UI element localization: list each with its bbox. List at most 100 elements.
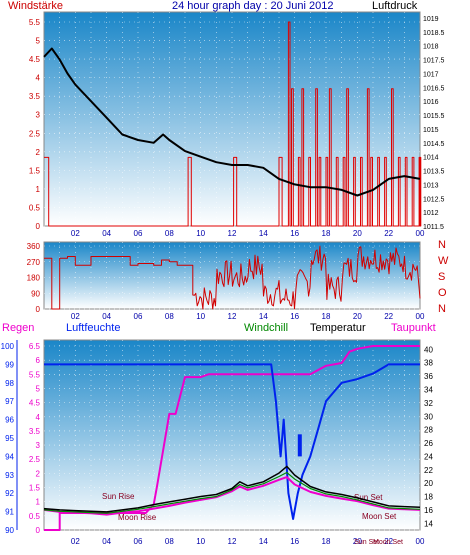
panel3-x-tick: 00 bbox=[416, 537, 425, 546]
panel1-right-tick: 1015 bbox=[423, 127, 439, 134]
panel1-x-tick: 00 bbox=[416, 229, 425, 238]
panel1-x-tick: 06 bbox=[134, 229, 143, 238]
panel3-temp-tick: 36 bbox=[424, 372, 433, 381]
panel3-rain-tick: 1.5 bbox=[29, 484, 41, 493]
panel1-x-tick: 02 bbox=[71, 229, 80, 238]
panel2-left-tick: 360 bbox=[27, 242, 41, 251]
header-title: 24 hour graph day : 20 Juni 2012 bbox=[172, 0, 333, 12]
panel1-left-tick: 2.5 bbox=[29, 129, 41, 138]
header-left-label: Windstärke bbox=[8, 0, 63, 12]
panel2-compass-label: O bbox=[438, 287, 447, 299]
humidity-burst bbox=[297, 434, 302, 457]
panel1-x-tick: 04 bbox=[102, 229, 111, 238]
legend-taupunkt: Taupunkt bbox=[391, 322, 436, 334]
panel3-temp-tick: 16 bbox=[424, 506, 433, 515]
panel1-left-tick: 1.5 bbox=[29, 166, 41, 175]
panel3-moon-set-tick: Moon Set bbox=[373, 539, 403, 546]
annotation-moon-rise: Moon Rise bbox=[118, 513, 157, 522]
annotation-sun-set: Sun Set bbox=[354, 493, 383, 502]
panel2-compass-label: N bbox=[438, 303, 446, 315]
panel2-x-tick: 16 bbox=[290, 312, 299, 321]
panel3-x-tick: 06 bbox=[134, 537, 143, 546]
panel2-left-tick: 90 bbox=[31, 289, 40, 298]
panel2-compass-label: N bbox=[438, 239, 446, 251]
pressure-line bbox=[43, 47, 421, 197]
wind-direction-line bbox=[44, 245, 421, 310]
panel2-left-tick: 270 bbox=[27, 258, 41, 267]
panel1-left-tick: 3 bbox=[36, 111, 41, 120]
panel1-x-tick: 20 bbox=[353, 229, 362, 238]
panel1-x-tick: 18 bbox=[322, 229, 331, 238]
panel3-temp-tick: 32 bbox=[424, 399, 433, 408]
panel2-x-tick: 18 bbox=[322, 312, 331, 321]
panel1-left-tick: 0 bbox=[36, 222, 41, 231]
panel3-temp-tick: 26 bbox=[424, 439, 433, 448]
panel3-rain-tick: 3.5 bbox=[29, 427, 41, 436]
panel1-x-tick: 14 bbox=[259, 229, 268, 238]
panel3-x-tick: 08 bbox=[165, 537, 174, 546]
panel3-rain-tick: 0.5 bbox=[29, 512, 41, 521]
panel1-right-tick: 1014.5 bbox=[423, 141, 445, 148]
panel1-left-tick: 5 bbox=[36, 37, 41, 46]
panel2-x-tick: 12 bbox=[228, 312, 237, 321]
legend-luftfeuchte: Luftfeuchte bbox=[66, 322, 120, 334]
panel1-left-tick: 1 bbox=[36, 185, 41, 194]
panel1-right-tick: 1013.5 bbox=[423, 169, 445, 176]
panel2-x-tick: 02 bbox=[71, 312, 80, 321]
legend-regen: Regen bbox=[2, 322, 34, 334]
header-right-label: Luftdruck bbox=[372, 0, 418, 12]
panel3-x-tick: 22 bbox=[384, 537, 393, 546]
panel2-x-tick: 20 bbox=[353, 312, 362, 321]
panel3-humidity-tick: 90 bbox=[5, 526, 14, 535]
panel1-x-tick: 12 bbox=[228, 229, 237, 238]
panel3-temp-tick: 40 bbox=[424, 345, 433, 354]
panel3-rain-tick: 3 bbox=[36, 441, 41, 450]
panel3-humidity-tick: 99 bbox=[5, 360, 14, 369]
panel1-right-tick: 1016 bbox=[423, 99, 439, 106]
windchill-line bbox=[43, 471, 421, 514]
panel3-x-tick: 14 bbox=[259, 537, 268, 546]
panel3-x-tick: 16 bbox=[290, 537, 299, 546]
panel1-right-tick: 1012.5 bbox=[423, 196, 445, 203]
panel3-temp-tick: 22 bbox=[424, 466, 433, 475]
annotation-sun-rise: Sun Rise bbox=[102, 492, 135, 501]
panel3-rain-tick: 6.5 bbox=[29, 342, 41, 351]
panel1-left-tick: 5.5 bbox=[29, 18, 41, 27]
panel1-right-tick: 1018 bbox=[423, 44, 439, 51]
panel3-x-tick: 20 bbox=[353, 537, 362, 546]
legend-windchill: Windchill bbox=[244, 322, 288, 334]
panel1-right-tick: 1013 bbox=[423, 182, 439, 189]
panel1-right-tick: 1011.5 bbox=[423, 224, 444, 231]
panel3-humidity-tick: 93 bbox=[5, 471, 14, 480]
panel1-left-tick: 0.5 bbox=[29, 203, 41, 212]
panel1-left-tick: 4 bbox=[36, 74, 41, 83]
panel1-left-tick: 3.5 bbox=[29, 92, 41, 101]
panel3-rain-tick: 5.5 bbox=[29, 370, 41, 379]
panel3-humidity-tick: 92 bbox=[5, 489, 14, 498]
panel3-temp-tick: 38 bbox=[424, 359, 433, 368]
panel1-right-tick: 1019 bbox=[423, 16, 439, 23]
panel1-right-tick: 1017.5 bbox=[423, 58, 445, 65]
dewpoint-line bbox=[43, 476, 421, 516]
panel3-temp-tick: 28 bbox=[424, 426, 433, 435]
humidity-line bbox=[44, 363, 420, 520]
panel2-x-tick: 06 bbox=[134, 312, 143, 321]
panel3-humidity-tick: 97 bbox=[5, 397, 14, 406]
panel3-rain-tick: 0 bbox=[36, 526, 41, 535]
panel2-x-tick: 14 bbox=[259, 312, 268, 321]
panel3-x-tick: 04 bbox=[102, 537, 111, 546]
panel3-temp-tick: 20 bbox=[424, 479, 433, 488]
panel1-right-tick: 1016.5 bbox=[423, 85, 445, 92]
panel2-left-tick: 180 bbox=[27, 274, 41, 283]
panel3-temp-tick: 24 bbox=[424, 452, 433, 461]
panel3-temp-tick: 34 bbox=[424, 385, 433, 394]
temperature-line bbox=[43, 465, 421, 513]
panel2-compass-label: S bbox=[438, 271, 445, 283]
panel1-x-tick: 22 bbox=[384, 229, 393, 238]
panel2-x-tick: 10 bbox=[196, 312, 205, 321]
wind-speed-line bbox=[44, 21, 422, 227]
panel2-compass-label: W bbox=[438, 255, 449, 267]
panel3-rain-tick: 2.5 bbox=[29, 455, 41, 464]
panel3-x-tick: 02 bbox=[71, 537, 80, 546]
